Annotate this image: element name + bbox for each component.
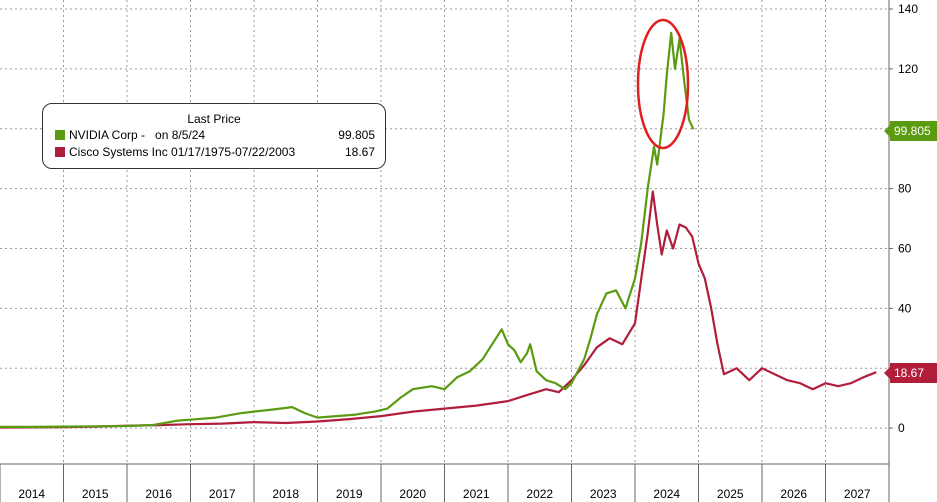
y-tick-label: 120 [898,62,918,76]
y-tick-label: 140 [898,2,918,16]
x-tick-label: 2017 [209,487,236,501]
x-tick-label: 2024 [653,487,680,501]
nvidia-last-price-tag: 99.805 [884,121,937,141]
series-lines [0,31,877,429]
x-tick-label: 2022 [526,487,553,501]
legend-label: NVIDIA Corp - on 8/5/24 [69,128,206,142]
y-tick-label: 80 [898,182,912,196]
y-tick-label: 0 [898,421,905,435]
legend-item-nvidia: NVIDIA Corp - on 8/5/24 99.805 [55,128,375,142]
legend-swatch [55,130,65,140]
series-line-cisco [0,190,877,429]
x-tick-label: 2026 [780,487,807,501]
x-tick-label: 2018 [272,487,299,501]
legend: Last Price NVIDIA Corp - on 8/5/24 99.80… [42,103,386,169]
x-tick-label: 2019 [336,487,363,501]
series-line-nvidia [0,31,695,428]
y-tick-label: 60 [898,241,912,255]
legend-item-cisco: Cisco Systems Inc 01/17/1975-07/22/2003 … [55,145,375,159]
x-tick-label: 2014 [18,487,45,501]
legend-value: 99.805 [338,128,375,142]
legend-label: Cisco Systems Inc 01/17/1975-07/22/2003 [69,145,296,159]
x-tick-label: 2021 [463,487,490,501]
cisco-last-price-tag: 18.67 [884,363,937,383]
x-tick-label: 2016 [145,487,172,501]
grid-lines [0,0,889,464]
x-tick-label: 2023 [590,487,617,501]
x-tick-label: 2027 [844,487,871,501]
highlight-ellipse [636,18,690,150]
y-tick-label: 40 [898,301,912,315]
legend-value: 18.67 [344,145,375,159]
legend-swatch [55,147,65,157]
x-tick-label: 2020 [399,487,426,501]
legend-title: Last Price [187,112,241,126]
x-tick-label: 2025 [717,487,744,501]
x-tick-label: 2015 [82,487,109,501]
